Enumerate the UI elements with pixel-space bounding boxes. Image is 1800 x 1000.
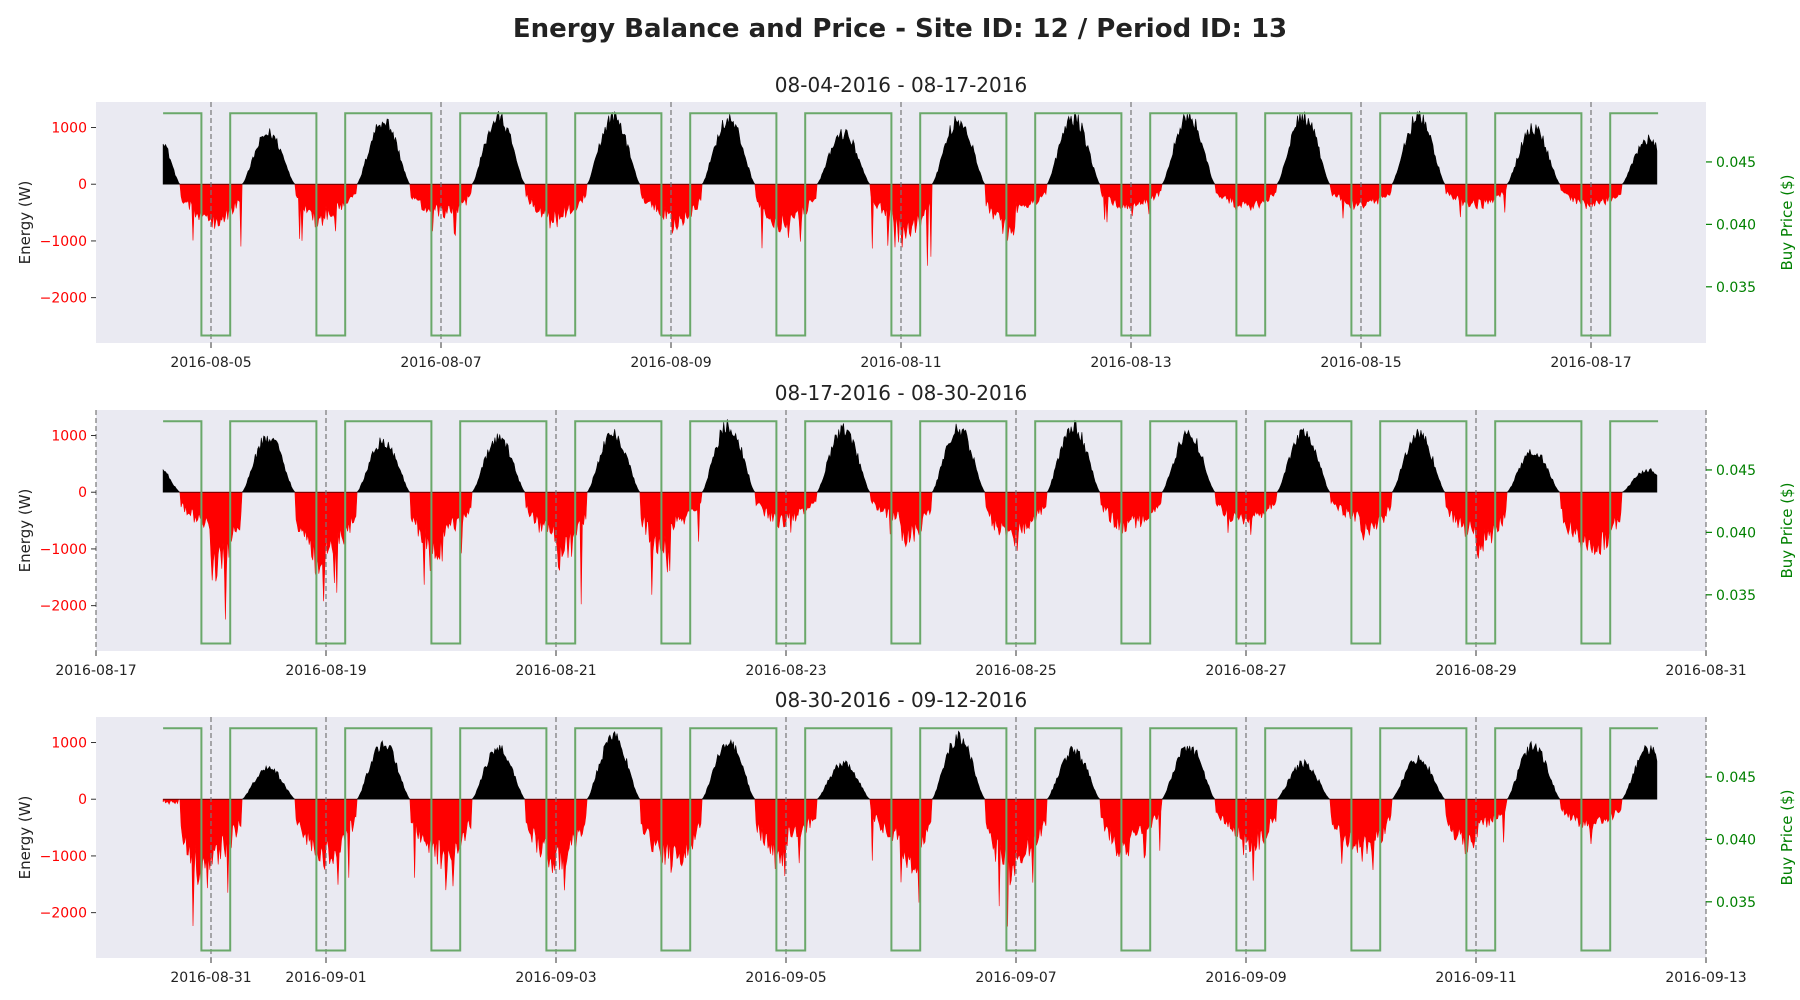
x-tick-label: 2016-08-17: [55, 663, 136, 679]
x-tick-label: 2016-09-07: [975, 970, 1056, 986]
y-tick-label: −2000: [40, 291, 87, 307]
y2-tick-label: 0.040: [1716, 525, 1756, 541]
x-tick-label: 2016-08-09: [630, 355, 711, 371]
x-tick-label: 2016-09-01: [285, 970, 366, 986]
y-axis-label: Energy (W): [16, 489, 34, 573]
x-tick-label: 2016-08-29: [1435, 663, 1516, 679]
energy-surplus-area: [162, 419, 1658, 493]
plot-area-background: [96, 410, 1706, 651]
y2-axis-label: Buy Price ($): [1778, 174, 1796, 270]
y-tick-label: −2000: [40, 906, 87, 922]
y2-tick-label: 0.040: [1716, 217, 1756, 233]
y2-tick-label: 0.045: [1716, 463, 1756, 479]
x-tick-label: 2016-08-31: [1665, 663, 1746, 679]
energy-surplus-area: [163, 730, 1658, 800]
y-tick-label: 1000: [51, 736, 87, 752]
chart-panel-2: 08-17-2016 - 08-30-2016 1000 0 −1000 −2000 0.…: [16, 381, 1796, 679]
y2-tick-label: 0.045: [1716, 770, 1756, 786]
y-tick-label: 1000: [51, 121, 87, 137]
x-tick-label: 2016-08-13: [1090, 355, 1171, 371]
x-tick-label: 2016-08-21: [515, 663, 596, 679]
buy-price-line: [163, 727, 1659, 952]
y2-tick-label: 0.035: [1716, 280, 1756, 296]
y-axis-label: Energy (W): [16, 796, 34, 880]
x-tick-label: 2016-08-15: [1320, 355, 1401, 371]
y-tick-label: −1000: [40, 542, 87, 558]
x-tick-label: 2016-08-17: [1550, 355, 1631, 371]
y-tick-label: 1000: [51, 429, 87, 445]
x-tick-label: 2016-08-25: [975, 663, 1056, 679]
chart-panel-3: 08-30-2016 - 09-12-2016 1000 0 −1000 −2000 0.…: [16, 688, 1796, 986]
x-tick-label: 2016-08-05: [170, 355, 251, 371]
buy-price-line: [163, 420, 1659, 645]
chart-main-title: Energy Balance and Price - Site ID: 12 /…: [512, 14, 1288, 44]
x-tick-label: 2016-09-13: [1665, 970, 1746, 986]
y2-tick-label: 0.040: [1716, 832, 1756, 848]
x-tick-label: 2016-09-03: [515, 970, 596, 986]
y-tick-label: 0: [78, 485, 87, 501]
x-tick-label: 2016-09-11: [1435, 970, 1516, 986]
y-tick-label: 0: [78, 177, 87, 193]
panel-subtitle: 08-30-2016 - 09-12-2016: [775, 688, 1027, 712]
y-tick-label: −1000: [40, 234, 87, 250]
chart-panel-1: 08-04-2016 - 08-17-2016 1000 0 −1000 −2000 0.…: [16, 73, 1796, 371]
x-tick-label: 2016-08-19: [285, 663, 366, 679]
panel-subtitle: 08-17-2016 - 08-30-2016: [775, 381, 1027, 405]
y-tick-label: 0: [78, 792, 87, 808]
panel-subtitle: 08-04-2016 - 08-17-2016: [775, 73, 1027, 97]
y-axis-label: Energy (W): [16, 181, 34, 265]
y-tick-label: −1000: [40, 849, 87, 865]
y-tick-label: −2000: [40, 599, 87, 615]
x-tick-label: 2016-09-09: [1205, 970, 1286, 986]
y2-tick-label: 0.045: [1716, 155, 1756, 171]
y2-tick-label: 0.035: [1716, 895, 1756, 911]
x-tick-label: 2016-08-07: [400, 355, 481, 371]
x-tick-label: 2016-08-23: [745, 663, 826, 679]
y2-tick-label: 0.035: [1716, 588, 1756, 604]
x-tick-label: 2016-08-31: [170, 970, 251, 986]
x-tick-label: 2016-08-11: [860, 355, 941, 371]
energy-surplus-area: [162, 110, 1658, 185]
y2-axis-label: Buy Price ($): [1778, 482, 1796, 578]
x-tick-label: 2016-09-05: [745, 970, 826, 986]
buy-price-line: [163, 112, 1659, 337]
y2-axis-label: Buy Price ($): [1778, 789, 1796, 885]
x-tick-label: 2016-08-27: [1205, 663, 1286, 679]
